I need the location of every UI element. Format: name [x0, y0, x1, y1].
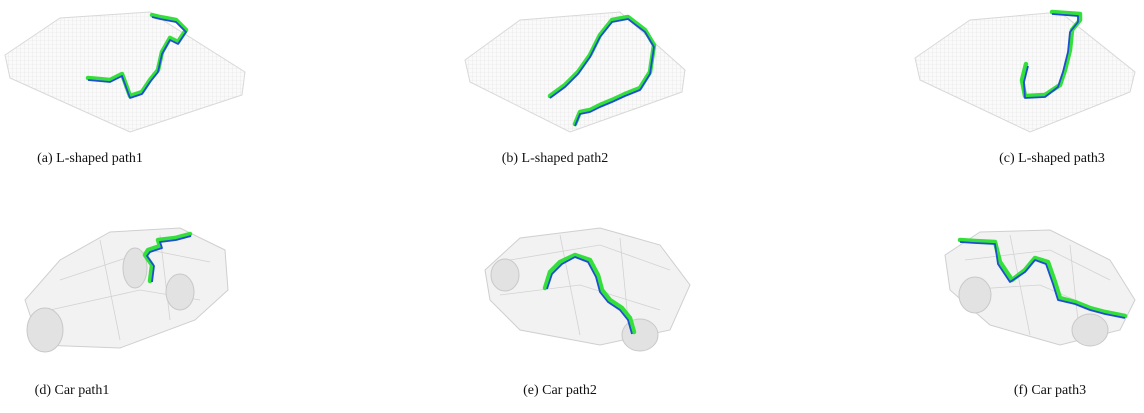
caption: (d) Car path1: [35, 383, 110, 398]
caption: (e) Car path2: [523, 383, 597, 398]
wheel: [491, 259, 519, 291]
caption: (f) Car path3: [1014, 383, 1086, 398]
wheel: [959, 277, 991, 313]
caption: (b) L-shaped path2: [502, 151, 609, 166]
wheel: [1072, 314, 1108, 346]
caption: (c) L-shaped path3: [999, 151, 1105, 166]
figure: (a) L-shaped path1 (b) L-shaped path2 (c…: [0, 0, 1144, 413]
surface-mesh: [5, 12, 245, 132]
subfigure-d: [25, 228, 228, 352]
car-body: [485, 228, 690, 345]
figure-page: (a) L-shaped path1 (b) L-shaped path2 (c…: [0, 0, 1144, 413]
caption: (a) L-shaped path1: [37, 151, 143, 166]
subfigure-e: [485, 228, 690, 351]
subfigure-c: [915, 12, 1135, 132]
subfigure-f: [945, 230, 1135, 346]
subfigure-b: [465, 12, 685, 132]
wheel: [166, 274, 194, 310]
subfigure-a: [5, 12, 245, 132]
wheel: [622, 319, 658, 351]
wheel: [27, 308, 63, 352]
